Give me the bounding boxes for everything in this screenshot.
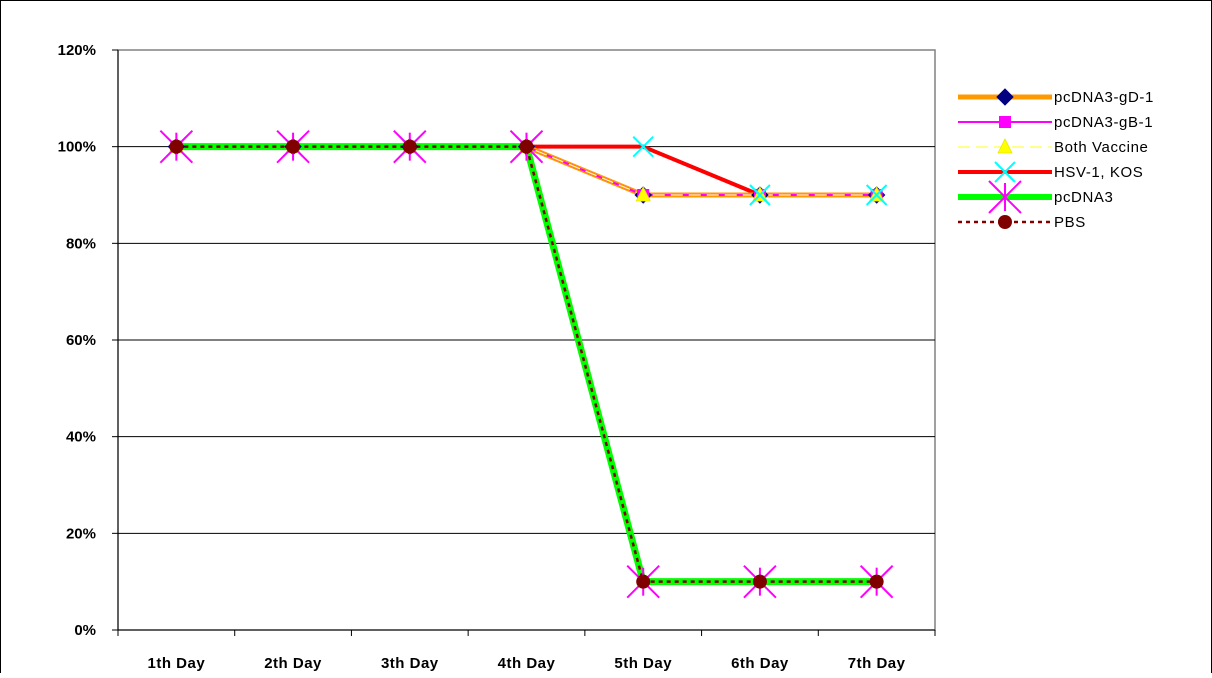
data-point-hsv-1-kos bbox=[632, 135, 654, 158]
x-tick-label: 1th Day bbox=[148, 655, 206, 672]
y-tick-label: 120% bbox=[58, 42, 96, 59]
legend: pcDNA3-gD-1 pcDNA3-gB-1 Both Vaccine HSV-1,… bbox=[958, 88, 1154, 231]
y-tick-label: 80% bbox=[66, 235, 96, 252]
legend-entry-pcdna3-gb-1: pcDNA3-gB-1 bbox=[958, 114, 1153, 131]
legend-marker bbox=[997, 138, 1013, 154]
data-point-both-vaccine bbox=[635, 186, 651, 202]
x-tick-label: 6th Day bbox=[731, 655, 789, 672]
legend-entry-hsv-1-kos: HSV-1, KOS bbox=[958, 161, 1143, 183]
legend-entry-pcdna3: pcDNA3 bbox=[958, 180, 1113, 214]
data-point-pbs bbox=[169, 139, 184, 154]
y-tick-label: 100% bbox=[58, 139, 96, 156]
legend-marker bbox=[996, 88, 1014, 106]
data-point-pbs bbox=[752, 574, 767, 589]
legend-label: Both Vaccine bbox=[1054, 139, 1148, 156]
x-tick-label: 7th Day bbox=[848, 655, 906, 672]
x-axis: 1th Day 2th Day 3th Day 4th Day 5th Day 6th D… bbox=[117, 629, 936, 672]
y-tick-label: 0% bbox=[74, 622, 96, 639]
legend-marker bbox=[999, 116, 1011, 128]
legend-label: pcDNA3-gD-1 bbox=[1054, 89, 1154, 106]
data-point-pbs bbox=[869, 574, 884, 589]
legend-label: pcDNA3-gB-1 bbox=[1054, 114, 1153, 131]
data-point-pbs bbox=[519, 139, 534, 154]
x-tick-label: 5th Day bbox=[614, 655, 672, 672]
legend-entry-pcdna3-gd-1: pcDNA3-gD-1 bbox=[958, 88, 1154, 106]
data-point-hsv-1-kos bbox=[865, 184, 888, 206]
y-axis: 0% 20% 40% 60% 80% 100% 120% bbox=[58, 42, 119, 639]
data-point-hsv-1-kos bbox=[749, 184, 771, 206]
legend-marker bbox=[988, 180, 1022, 214]
legend-entry-both-vaccine: Both Vaccine bbox=[958, 138, 1148, 156]
legend-marker bbox=[998, 215, 1012, 229]
legend-entry-pbs: PBS bbox=[958, 214, 1086, 231]
legend-label: HSV-1, KOS bbox=[1054, 164, 1143, 181]
y-tick-label: 40% bbox=[66, 429, 96, 446]
data-point-pbs bbox=[286, 139, 301, 154]
x-tick-label: 4th Day bbox=[498, 655, 556, 672]
data-point-pbs bbox=[636, 574, 651, 589]
legend-label: PBS bbox=[1054, 214, 1086, 231]
series-group bbox=[159, 129, 894, 599]
y-tick-label: 20% bbox=[66, 525, 96, 542]
data-point-pbs bbox=[402, 139, 417, 154]
y-tick-label: 60% bbox=[66, 332, 96, 349]
x-tick-label: 2th Day bbox=[264, 655, 322, 672]
legend-label: pcDNA3 bbox=[1054, 189, 1113, 206]
x-tick-label: 3th Day bbox=[381, 655, 439, 672]
legend-marker bbox=[994, 161, 1016, 183]
